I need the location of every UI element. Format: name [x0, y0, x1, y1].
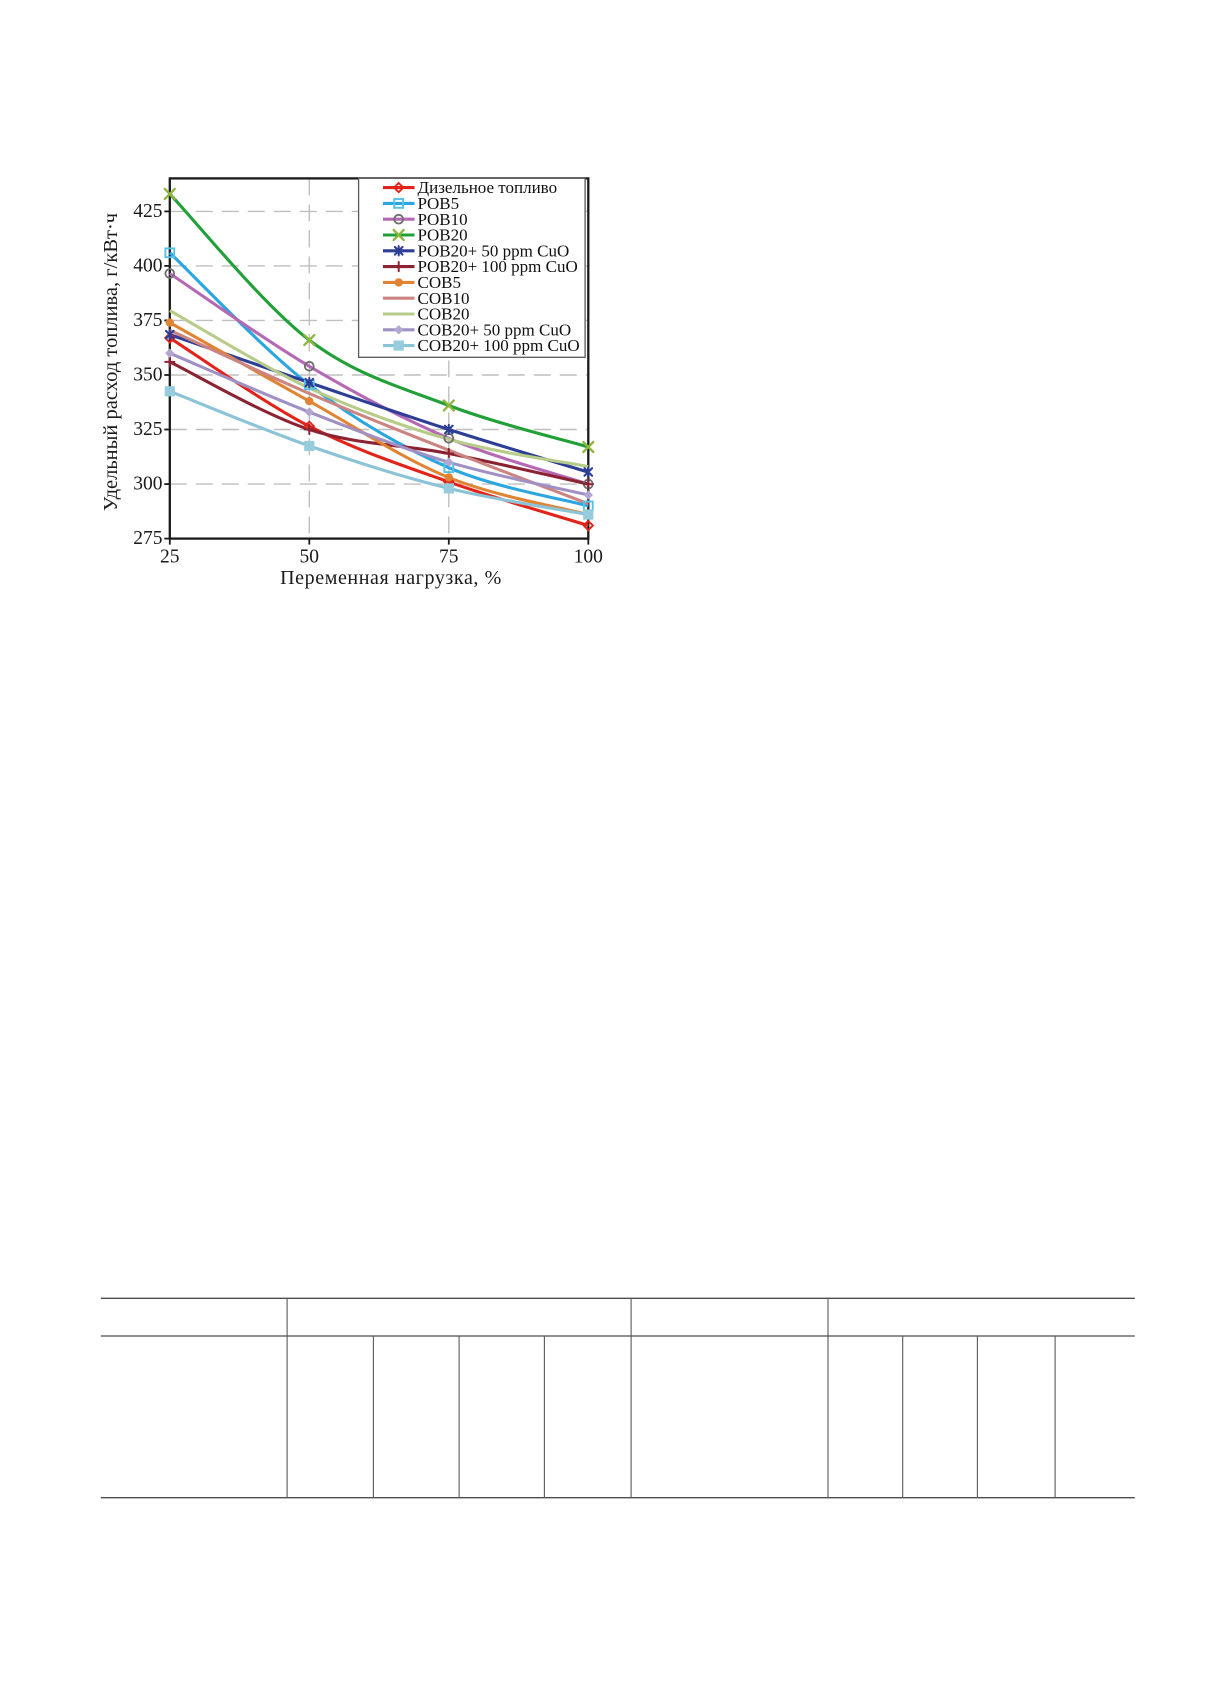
svg-text:425: 425	[133, 201, 162, 222]
svg-text:COB20: COB20	[418, 305, 470, 324]
svg-text:400: 400	[133, 255, 162, 276]
svg-text:Переменная нагрузка, %: Переменная нагрузка, %	[280, 567, 502, 589]
svg-text:POB20+ 50 ppm CuO: POB20+ 50 ppm CuO	[418, 241, 570, 260]
svg-text:25: 25	[160, 546, 180, 567]
svg-text:COB10: COB10	[418, 289, 470, 308]
svg-text:COB5: COB5	[418, 273, 461, 292]
svg-text:325: 325	[133, 419, 162, 440]
svg-text:350: 350	[133, 364, 162, 385]
svg-text:275: 275	[133, 528, 162, 549]
svg-text:POB20: POB20	[418, 226, 468, 245]
svg-text:POB10: POB10	[418, 210, 468, 229]
svg-text:POB20+ 100 ppm CuO: POB20+ 100 ppm CuO	[418, 257, 578, 276]
svg-text:POB5: POB5	[418, 194, 460, 213]
svg-text:100: 100	[574, 546, 603, 567]
svg-text:COB20+ 50 ppm CuO: COB20+ 50 ppm CuO	[418, 320, 572, 339]
svg-text:75: 75	[439, 546, 459, 567]
svg-text:Удельный расход топлива, г/кВт: Удельный расход топлива, г/кВт·ч	[100, 213, 122, 511]
svg-text:300: 300	[133, 474, 162, 495]
svg-text:375: 375	[133, 310, 162, 331]
svg-text:COB20+ 100 ppm CuO: COB20+ 100 ppm CuO	[418, 336, 580, 355]
svg-text:50: 50	[300, 546, 320, 567]
svg-text:Дизельное топливо: Дизельное топливо	[418, 178, 558, 197]
